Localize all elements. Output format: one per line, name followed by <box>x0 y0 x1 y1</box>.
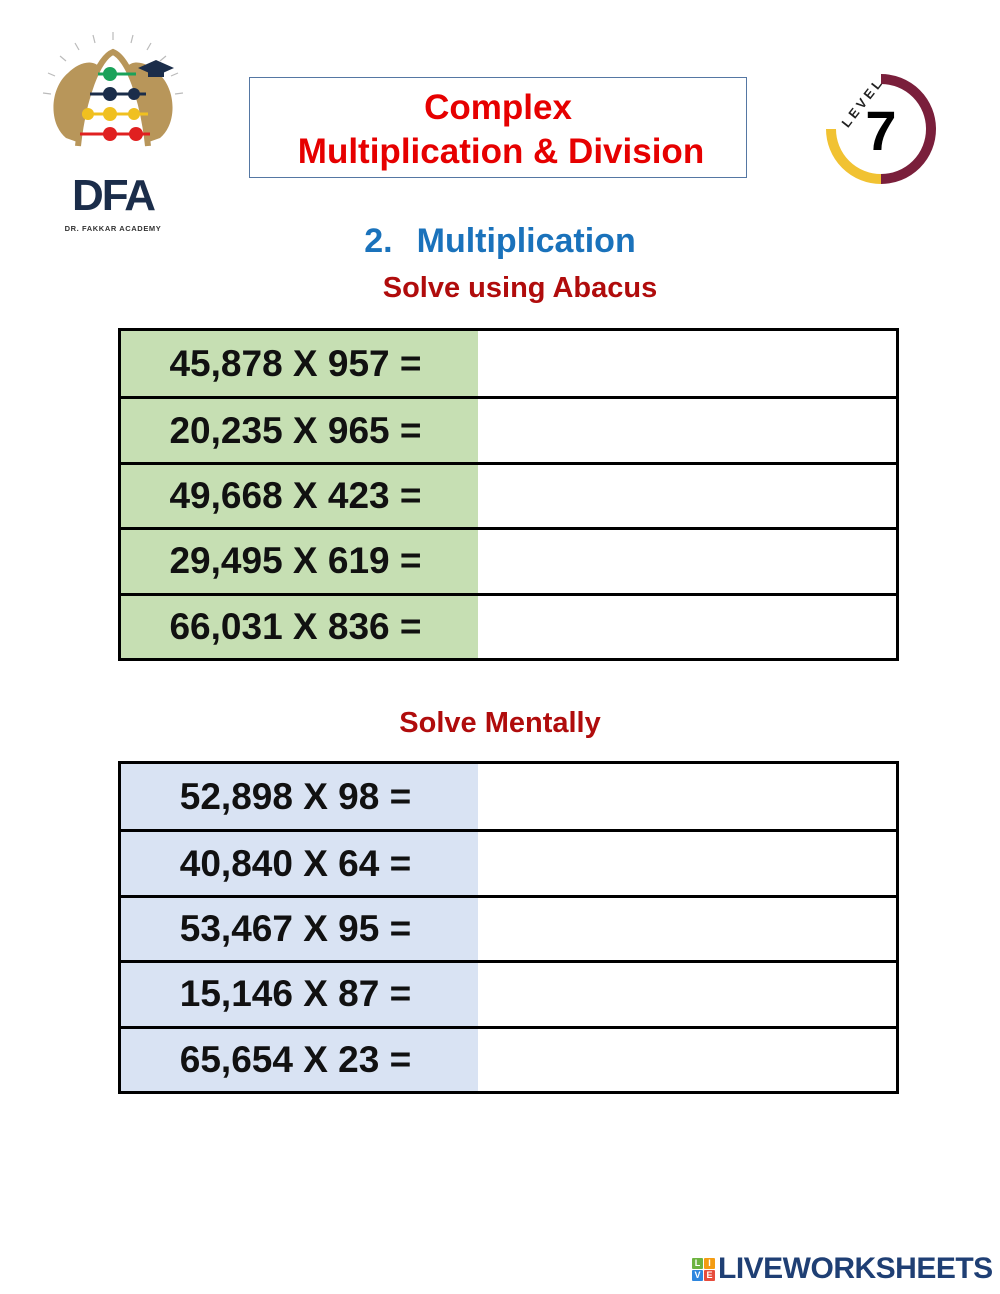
table-row: 65,654 X 23 = <box>121 1025 896 1091</box>
abacus-subheading: Solve using Abacus <box>382 272 658 304</box>
section-title: Multiplication <box>416 222 636 260</box>
title-line-2: Multiplication & Division <box>297 132 705 171</box>
table-row: 52,898 X 98 = <box>121 764 896 830</box>
answer-input[interactable] <box>478 1028 896 1091</box>
answer-input[interactable] <box>478 764 896 830</box>
level-badge: L E V E L 7 <box>822 70 940 188</box>
problem-expression: 53,467 X 95 = <box>121 897 478 961</box>
problem-expression: 66,031 X 836 = <box>121 595 478 658</box>
problem-expression: 45,878 X 957 = <box>121 331 478 397</box>
table-row: 40,840 X 64 = <box>121 829 896 895</box>
answer-input[interactable] <box>478 595 896 658</box>
table-row: 15,146 X 87 = <box>121 960 896 1026</box>
problem-expression: 15,146 X 87 = <box>121 963 478 1026</box>
problem-expression: 52,898 X 98 = <box>121 764 478 830</box>
level-ring-icon: L E V E L 7 <box>826 74 936 184</box>
title-line-1: Complex <box>424 88 572 127</box>
answer-input[interactable] <box>478 530 896 593</box>
brand-letter: V <box>692 1269 703 1281</box>
section-number: 2. <box>364 222 393 260</box>
problem-expression: 29,495 X 619 = <box>121 530 478 593</box>
answer-input[interactable] <box>478 832 896 895</box>
abacus-brain-icon <box>42 32 184 147</box>
logo-mark: DFA <box>72 171 156 220</box>
answer-input[interactable] <box>478 331 896 397</box>
level-number: 7 <box>865 99 896 162</box>
mental-subheading: Solve Mentally <box>399 707 601 739</box>
liveworksheets-brand[interactable]: L I V E LIVEWORKSHEETS <box>692 1252 993 1285</box>
table-row: 66,031 X 836 = <box>121 592 896 658</box>
answer-input[interactable] <box>478 963 896 1026</box>
table-row: 45,878 X 957 = <box>121 331 896 397</box>
answer-input[interactable] <box>478 464 896 528</box>
logo-name: DR. FAKKAR ACADEMY <box>64 224 162 233</box>
abacus-problems-table: 45,878 X 957 = 20,235 X 965 = 49,668 X 4… <box>118 328 899 661</box>
brand-letter: I <box>704 1257 715 1269</box>
brand-letter: L <box>692 1257 703 1269</box>
table-row: 20,235 X 965 = <box>121 396 896 462</box>
brand-letter: E <box>704 1269 715 1281</box>
mental-problems-table: 52,898 X 98 = 40,840 X 64 = 53,467 X 95 … <box>118 761 899 1094</box>
problem-expression: 49,668 X 423 = <box>121 464 478 528</box>
answer-input[interactable] <box>478 897 896 961</box>
answer-input[interactable] <box>478 399 896 462</box>
table-row: 49,668 X 423 = <box>121 461 896 528</box>
brand-text: LIVEWORKSHEETS <box>718 1252 993 1285</box>
academy-logo: DFA DR. FAKKAR ACADEMY <box>38 28 188 233</box>
section-heading: 2. Multiplication <box>0 222 1000 261</box>
live-grid-icon: L I V E <box>692 1257 715 1281</box>
table-row: 29,495 X 619 = <box>121 527 896 593</box>
problem-expression: 40,840 X 64 = <box>121 832 478 895</box>
problem-expression: 20,235 X 965 = <box>121 399 478 462</box>
worksheet-title: Complex Multiplication & Division <box>249 77 747 178</box>
table-row: 53,467 X 95 = <box>121 894 896 961</box>
problem-expression: 65,654 X 23 = <box>121 1028 478 1091</box>
